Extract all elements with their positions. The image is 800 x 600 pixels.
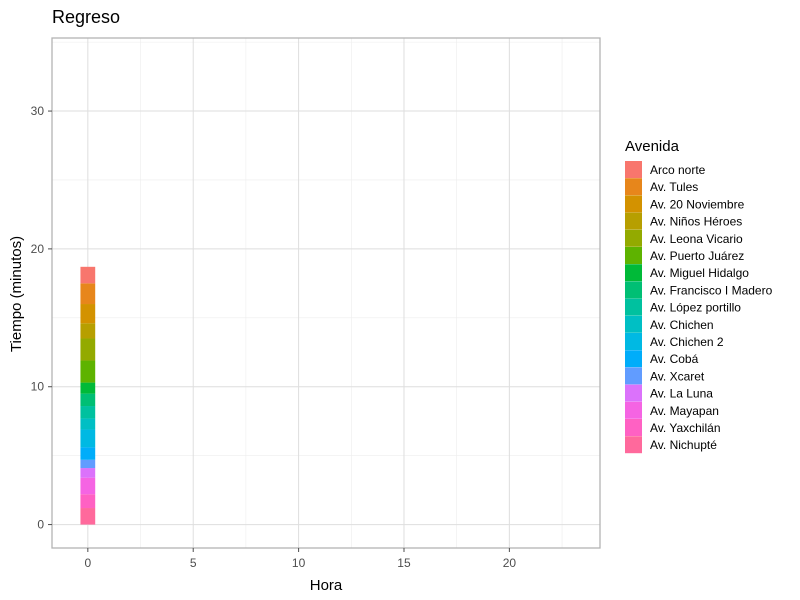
legend-key	[625, 367, 642, 385]
panel-background	[52, 38, 600, 548]
x-tick-label: 10	[292, 556, 306, 570]
legend-item-label: Av. Niños Héroes	[650, 215, 742, 229]
bar-segment	[80, 338, 96, 361]
x-axis-title: Hora	[310, 577, 343, 594]
legend-key	[625, 178, 642, 196]
bar-segment	[80, 283, 96, 305]
bar-segment	[80, 406, 96, 419]
y-tick-label: 10	[31, 380, 45, 394]
bar-segment	[80, 459, 96, 469]
legend-key	[625, 281, 642, 299]
bar-segment	[80, 266, 96, 284]
legend-key	[625, 419, 642, 436]
bar-segment	[80, 360, 96, 383]
legend-item-label: Av. 20 Noviembre	[650, 197, 745, 211]
chart-title: Regreso	[52, 7, 120, 27]
legend-item-label: Av. Chichen	[650, 318, 714, 332]
x-tick-label: 20	[503, 556, 517, 570]
legend-item-label: Av. Yaxchilán	[650, 421, 721, 435]
legend-item-label: Av. La Luna	[650, 387, 713, 401]
bar-segment	[80, 447, 96, 460]
y-axis-title: Tiempo (minutos)	[8, 236, 25, 352]
legend-key	[625, 212, 642, 230]
bar-segment	[80, 382, 96, 394]
legend-key	[625, 315, 642, 333]
legend-item-label: Arco norte	[650, 163, 706, 177]
legend-item-label: Av. Mayapan	[650, 404, 719, 418]
bar-segment	[80, 477, 96, 495]
y-tick-label: 30	[31, 104, 45, 118]
x-tick-label: 0	[84, 556, 91, 570]
y-tick-label: 20	[31, 242, 45, 256]
legend-key	[625, 195, 642, 213]
legend-key	[625, 264, 642, 282]
y-tick-label: 0	[37, 518, 44, 532]
x-tick-label: 15	[397, 556, 411, 570]
legend-key	[625, 384, 642, 402]
x-tick-label: 5	[190, 556, 197, 570]
legend-item-label: Av. Nichupté	[650, 438, 717, 452]
legend-item-label: Av. Francisco I Madero	[650, 283, 773, 297]
legend-item-label: Av. Chichen 2	[650, 335, 724, 349]
legend: Avenida Arco norte Av. Tules Av. 20 Noviem…	[625, 138, 773, 454]
legend-key	[625, 333, 642, 350]
bar-segment	[80, 508, 96, 525]
bar-segment	[80, 429, 96, 448]
legend-key	[625, 436, 642, 454]
legend-key	[625, 229, 642, 247]
legend-item-label: Av. Miguel Hidalgo	[650, 266, 749, 280]
legend-item-label: Av. Leona Vicario	[650, 232, 743, 246]
y-ticks: 0 10 20 30	[31, 104, 52, 532]
bar-segment	[80, 494, 96, 509]
legend-item-label: Av. Cobá	[650, 352, 699, 366]
legend-key	[625, 350, 642, 368]
bar-segment	[80, 393, 96, 407]
panel-border	[51, 37, 601, 549]
legend-key	[625, 161, 642, 178]
legend-item-label: Av. Puerto Juárez	[650, 249, 744, 263]
bars	[80, 266, 96, 525]
x-ticks: 0 5 10 15 20	[84, 548, 516, 570]
legend-title: Avenida	[625, 138, 680, 155]
bar-segment	[80, 304, 96, 324]
bar-segment	[80, 418, 96, 430]
plot-panel	[52, 38, 600, 548]
legend-item-label: Av. Tules	[650, 180, 698, 194]
legend-key	[625, 401, 642, 419]
legend-item-label: Av. López portillo	[650, 301, 741, 315]
bar-segment	[80, 468, 96, 478]
legend-item-label: Av. Xcaret	[650, 369, 705, 383]
bar-segment	[80, 323, 96, 339]
legend-key	[625, 298, 642, 316]
legend-key	[625, 247, 642, 264]
